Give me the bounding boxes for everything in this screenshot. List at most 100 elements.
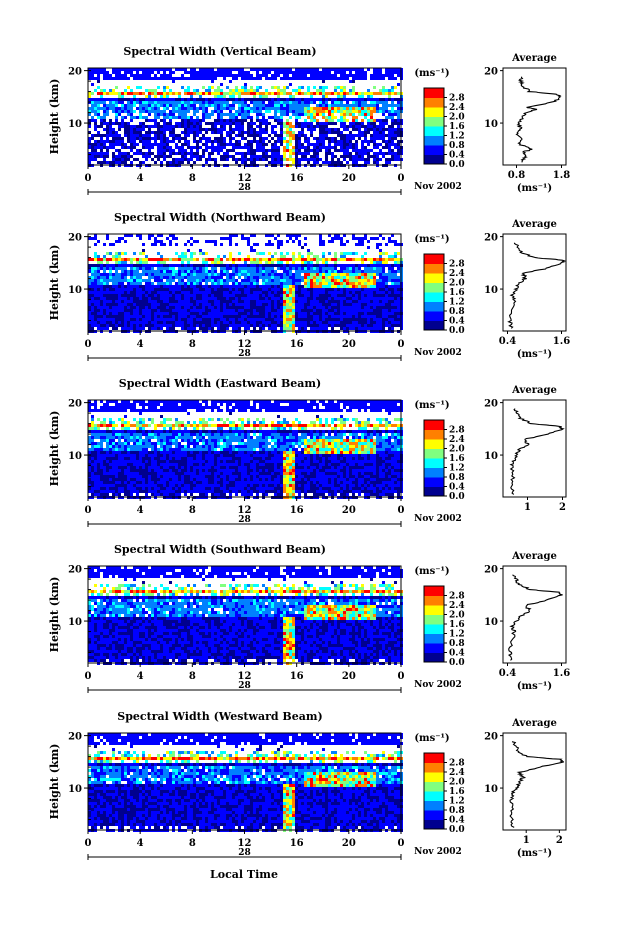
average-x-tick-label: 0.4: [499, 336, 516, 347]
colorbar-swatch: [424, 640, 444, 644]
heatmap-cells: [88, 68, 403, 167]
average-panel: Average 10 20 0.4 1.6(ms⁻¹): [484, 551, 570, 692]
colorbar-swatch: [424, 422, 444, 426]
colorbar-swatch: [424, 462, 444, 466]
colorbar-swatch: [424, 135, 444, 139]
colorbar-swatch: [424, 88, 444, 91]
colorbar-tick-label: 2.0: [449, 279, 465, 289]
colorbar-swatch: [424, 614, 444, 618]
average-y-tick-label: 10: [484, 285, 498, 296]
colorbar-swatch: [424, 308, 444, 312]
average-y-tick-label: 20: [484, 732, 498, 743]
colorbar-swatch: [424, 111, 444, 115]
colorbar: 0.00.40.81.21.62.02.42.8: [423, 87, 465, 170]
average-frame: [502, 67, 567, 166]
colorbar-tick-label: 2.4: [449, 269, 465, 279]
colorbar-swatch: [424, 762, 444, 766]
x-tick-label: 12: [238, 671, 252, 682]
colorbar-swatch: [424, 434, 444, 438]
colorbar-swatch: [424, 590, 444, 594]
average-panel: Average 10 20 0.4 1.6(ms⁻¹): [484, 219, 570, 360]
y-axis-label: Height (km): [48, 744, 61, 820]
colorbar-swatch: [424, 292, 444, 295]
colorbar-tick-label: 1.2: [449, 464, 465, 474]
heatmap-cells: [88, 566, 403, 665]
colorbar-swatch: [424, 130, 444, 134]
colorbar-swatch: [424, 779, 444, 782]
x-tick-label: 16: [290, 173, 304, 184]
colorbar-swatch: [424, 619, 444, 623]
y-axis-label: Height (km): [48, 411, 61, 487]
colorbar-swatch: [424, 420, 444, 423]
colorbar-swatch: [424, 657, 444, 661]
colorbar-swatch: [424, 621, 444, 625]
x-tick-label: 0: [398, 173, 405, 184]
colorbar-swatch: [424, 652, 444, 656]
panel-title: Spectral Width (Westward Beam): [117, 710, 322, 723]
average-title: Average: [511, 385, 557, 396]
colorbar-tick-label: 1.6: [449, 122, 465, 132]
y-axis-label: Height (km): [48, 245, 61, 321]
colorbar-swatch: [424, 469, 444, 473]
x-tick-label: 16: [290, 505, 304, 516]
panel-5: Spectral Width (Westward Beam)1020Height…: [48, 710, 567, 860]
colorbar-tick-label: 2.8: [449, 426, 465, 436]
colorbar-tick-label: 2.4: [449, 103, 465, 113]
colorbar-swatch: [424, 92, 444, 96]
colorbar-swatch: [424, 282, 444, 286]
colorbar-swatch: [424, 795, 444, 799]
average-frame: [502, 732, 567, 831]
colorbar-swatch: [424, 284, 444, 288]
colorbar-tick-label: 2.4: [449, 768, 465, 778]
colorbar-swatch: [424, 161, 444, 165]
colorbar-swatch: [424, 753, 444, 756]
colorbar-swatch: [424, 605, 444, 608]
average-x-tick-label: 2: [559, 502, 566, 513]
colorbar-swatch: [424, 793, 444, 797]
colorbar-swatch: [424, 289, 444, 293]
average-x-tick-label: 2: [556, 835, 563, 846]
colorbar-swatch: [424, 294, 444, 298]
colorbar-tick-label: 2.4: [449, 601, 465, 611]
colorbar-swatch: [424, 488, 444, 492]
colorbar-tick-label: 1.6: [449, 454, 465, 464]
colorbar-swatch: [424, 277, 444, 281]
colorbar-tick-label: 0.4: [449, 151, 465, 161]
heatmap-cells: [88, 234, 403, 333]
average-profile-line: [507, 242, 567, 329]
y-tick-label: 10: [68, 285, 82, 296]
colorbar-swatch: [424, 159, 444, 163]
colorbar-swatch: [424, 465, 444, 468]
colorbar: 0.00.40.81.21.62.02.42.8: [423, 585, 465, 668]
colorbar-unit: (ms⁻¹): [414, 400, 449, 411]
colorbar-tick-label: 0.8: [449, 141, 465, 151]
x-tick-label: 16: [290, 838, 304, 849]
colorbar-swatch: [424, 609, 444, 613]
panel-3: Spectral Width (Eastward Beam)1020Height…: [48, 377, 567, 527]
colorbar-swatch: [424, 602, 444, 606]
colorbar-swatch: [424, 280, 444, 283]
panel-title: Spectral Width (Vertical Beam): [123, 45, 316, 58]
colorbar-swatch: [424, 783, 444, 787]
colorbar-swatch: [424, 261, 444, 264]
colorbar-swatch: [424, 109, 444, 113]
colorbar-swatch: [424, 472, 444, 476]
colorbar-tick-label: 0.4: [449, 816, 465, 826]
x-tick-label: 8: [189, 671, 196, 682]
colorbar-swatch: [424, 104, 444, 108]
colorbar-swatch: [424, 318, 444, 321]
colorbar-tick-label: 0.8: [449, 473, 465, 483]
colorbar-swatch: [424, 479, 444, 483]
colorbar-swatch: [424, 429, 444, 433]
x-tick-label: 4: [137, 838, 144, 849]
colorbar-swatch: [424, 439, 444, 442]
date-label: Nov 2002: [414, 182, 462, 192]
colorbar-swatch: [424, 595, 444, 599]
colorbar-swatch: [424, 800, 444, 804]
panel-2: Spectral Width (Northward Beam) 10 20 Heigh…: [48, 211, 570, 361]
colorbar-swatch: [424, 810, 444, 813]
colorbar-unit: (ms⁻¹): [414, 68, 449, 79]
colorbar-swatch: [424, 145, 444, 148]
average-y-tick-label: 20: [484, 565, 498, 576]
colorbar-swatch: [424, 628, 444, 632]
